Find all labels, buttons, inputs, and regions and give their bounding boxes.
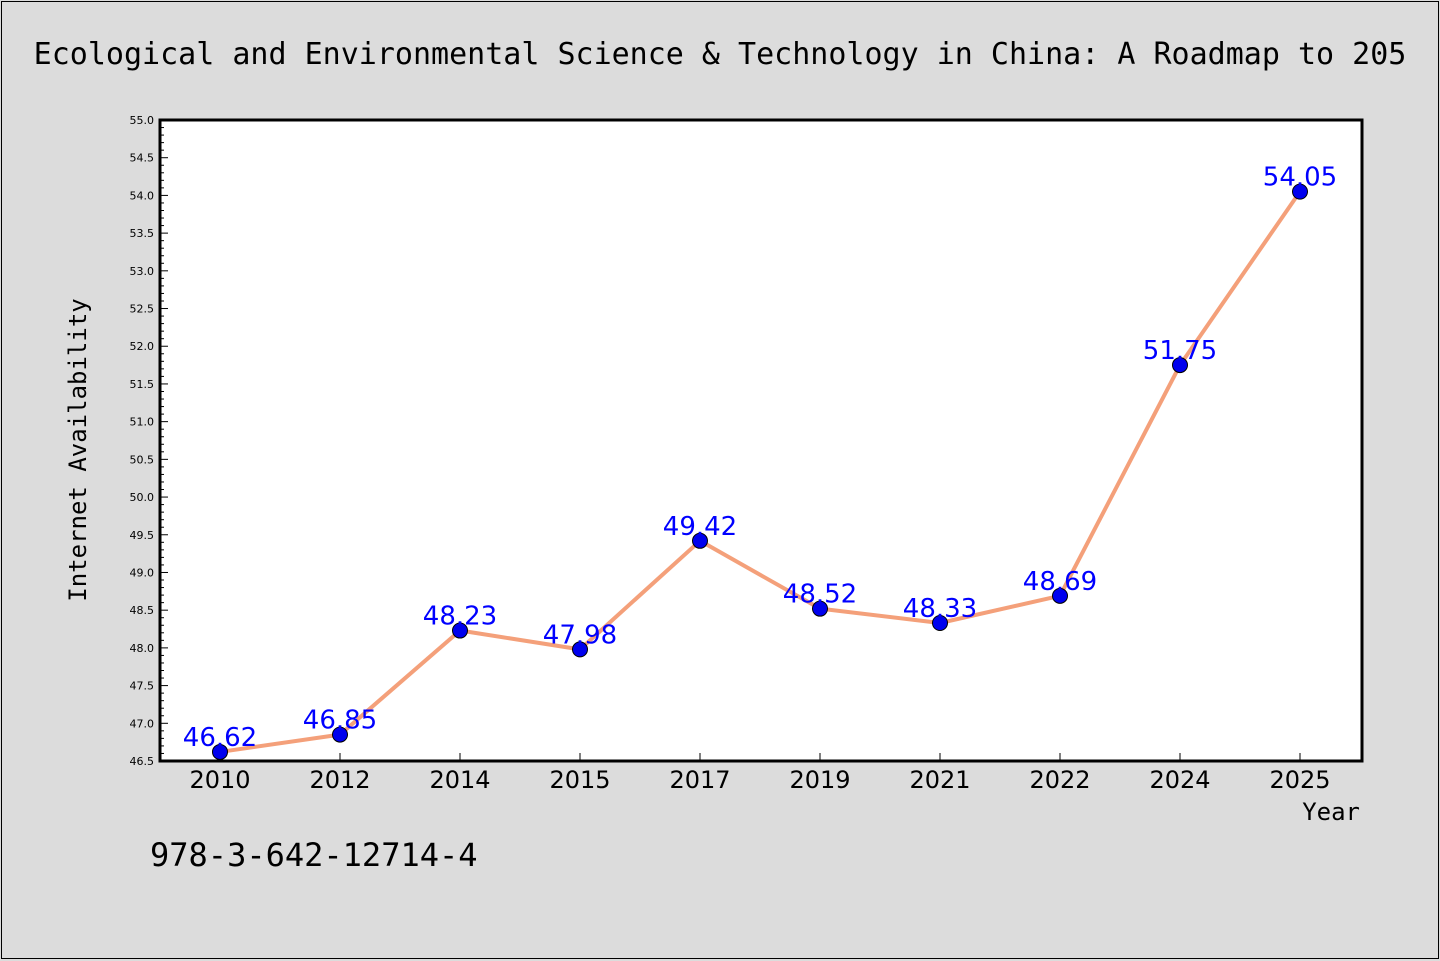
y-tick-label: 47.5 xyxy=(130,680,155,693)
data-label: 48.23 xyxy=(423,602,497,632)
data-label: 48.69 xyxy=(1023,567,1097,597)
data-label: 48.33 xyxy=(903,594,977,624)
data-label: 48.52 xyxy=(783,580,857,610)
y-tick-label: 47.0 xyxy=(130,717,155,730)
x-axis-label: Year xyxy=(1302,798,1360,826)
x-tick-label: 2015 xyxy=(549,766,610,794)
y-tick-label: 50.5 xyxy=(130,453,155,466)
chart-title: Ecological and Environmental Science & T… xyxy=(34,37,1407,72)
data-point xyxy=(932,614,948,631)
x-tick-label: 2024 xyxy=(1149,766,1210,794)
data-label: 54.05 xyxy=(1263,163,1337,193)
x-tick-label: 2019 xyxy=(789,766,850,794)
y-tick-label: 53.5 xyxy=(130,227,155,240)
data-point xyxy=(692,532,708,549)
x-tick-label: 2021 xyxy=(909,766,970,794)
y-tick-label: 49.5 xyxy=(130,529,155,542)
y-tick-label: 54.5 xyxy=(130,152,155,165)
x-axis-ticks: 2010 2012 2014 2015 2017 2019 2021 2022 2024 2025 xyxy=(189,753,1331,794)
y-tick-label: 46.5 xyxy=(130,755,155,768)
y-tick-label: 48.5 xyxy=(130,604,155,617)
y-tick-label: 48.0 xyxy=(130,642,155,655)
y-tick-label: 55.0 xyxy=(130,114,155,127)
data-point xyxy=(1292,183,1308,200)
x-tick-label: 2017 xyxy=(669,766,730,794)
data-points xyxy=(212,183,1308,760)
x-tick-label: 2025 xyxy=(1269,766,1330,794)
x-tick-label: 2022 xyxy=(1029,766,1090,794)
data-label: 49.42 xyxy=(663,512,737,542)
data-point xyxy=(452,622,468,639)
y-tick-label: 52.0 xyxy=(130,340,155,353)
isbn-annotation: 978-3-642-12714-4 xyxy=(150,836,478,874)
series-line xyxy=(219,190,1302,754)
data-point xyxy=(572,641,588,658)
data-label: 51.75 xyxy=(1143,336,1217,366)
data-point xyxy=(1052,587,1068,604)
x-tick-label: 2012 xyxy=(309,766,370,794)
data-label: 46.85 xyxy=(303,706,377,736)
y-tick-label: 51.5 xyxy=(130,378,155,391)
y-tick-label: 54.0 xyxy=(130,189,155,202)
y-tick-label: 51.0 xyxy=(130,416,155,429)
data-label: 46.62 xyxy=(183,723,257,753)
data-label: 47.98 xyxy=(543,620,617,650)
y-axis-label: Internet Availability xyxy=(64,298,92,601)
data-point xyxy=(212,743,228,760)
data-point xyxy=(332,726,348,743)
y-tick-label: 53.0 xyxy=(130,265,155,278)
y-tick-label: 50.0 xyxy=(130,491,155,504)
y-tick-label: 52.5 xyxy=(130,303,155,316)
data-labels: 46.62 46.85 48.23 47.98 49.42 48.52 48.33 48.69… xyxy=(183,163,1337,753)
x-tick-label: 2010 xyxy=(189,766,250,794)
plot-area xyxy=(158,118,1364,763)
x-tick-label: 2014 xyxy=(429,766,490,794)
data-point xyxy=(812,600,828,617)
data-point xyxy=(1172,357,1188,374)
y-tick-label: 49.0 xyxy=(130,566,155,579)
y-axis-ticks: 46.5 47.0 47.5 48.0 48.5 49.0 49.5 50.0 50.5 51.0… xyxy=(130,114,168,768)
